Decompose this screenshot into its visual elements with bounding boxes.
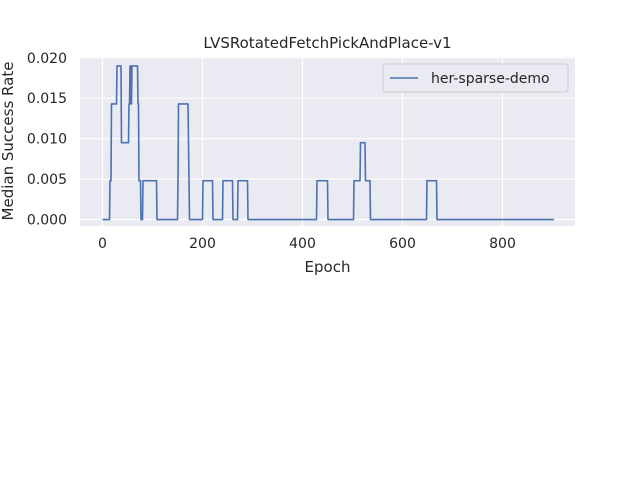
legend: her-sparse-demo [382, 63, 569, 93]
x-tick-label: 800 [489, 236, 516, 252]
chart-title: LVSRotatedFetchPickAndPlace-v1 [203, 34, 451, 52]
y-tick-label: 0.020 [27, 51, 67, 67]
x-tick-label: 600 [389, 236, 416, 252]
x-axis-label: Epoch [305, 258, 351, 276]
y-axis-label: Median Success Rate [0, 62, 17, 221]
series-layer [102, 65, 554, 221]
y-tick-label: 0.000 [27, 213, 67, 229]
legend-series-label: her-sparse-demo [431, 71, 550, 87]
legend-frame [382, 63, 569, 93]
x-tick-label: 400 [289, 236, 316, 252]
x-tick-label: 0 [98, 236, 107, 252]
y-tick-label: 0.010 [27, 132, 67, 148]
y-tick-label: 0.015 [27, 91, 67, 107]
x-tick-label: 200 [189, 236, 216, 252]
series-line-0 [102, 65, 554, 221]
x-axis-ticks: 0 200 400 600 800 [98, 236, 516, 252]
y-axis-ticks: 0.000 0.005 0.010 0.015 0.020 [27, 51, 67, 229]
y-tick-label: 0.005 [27, 172, 67, 188]
